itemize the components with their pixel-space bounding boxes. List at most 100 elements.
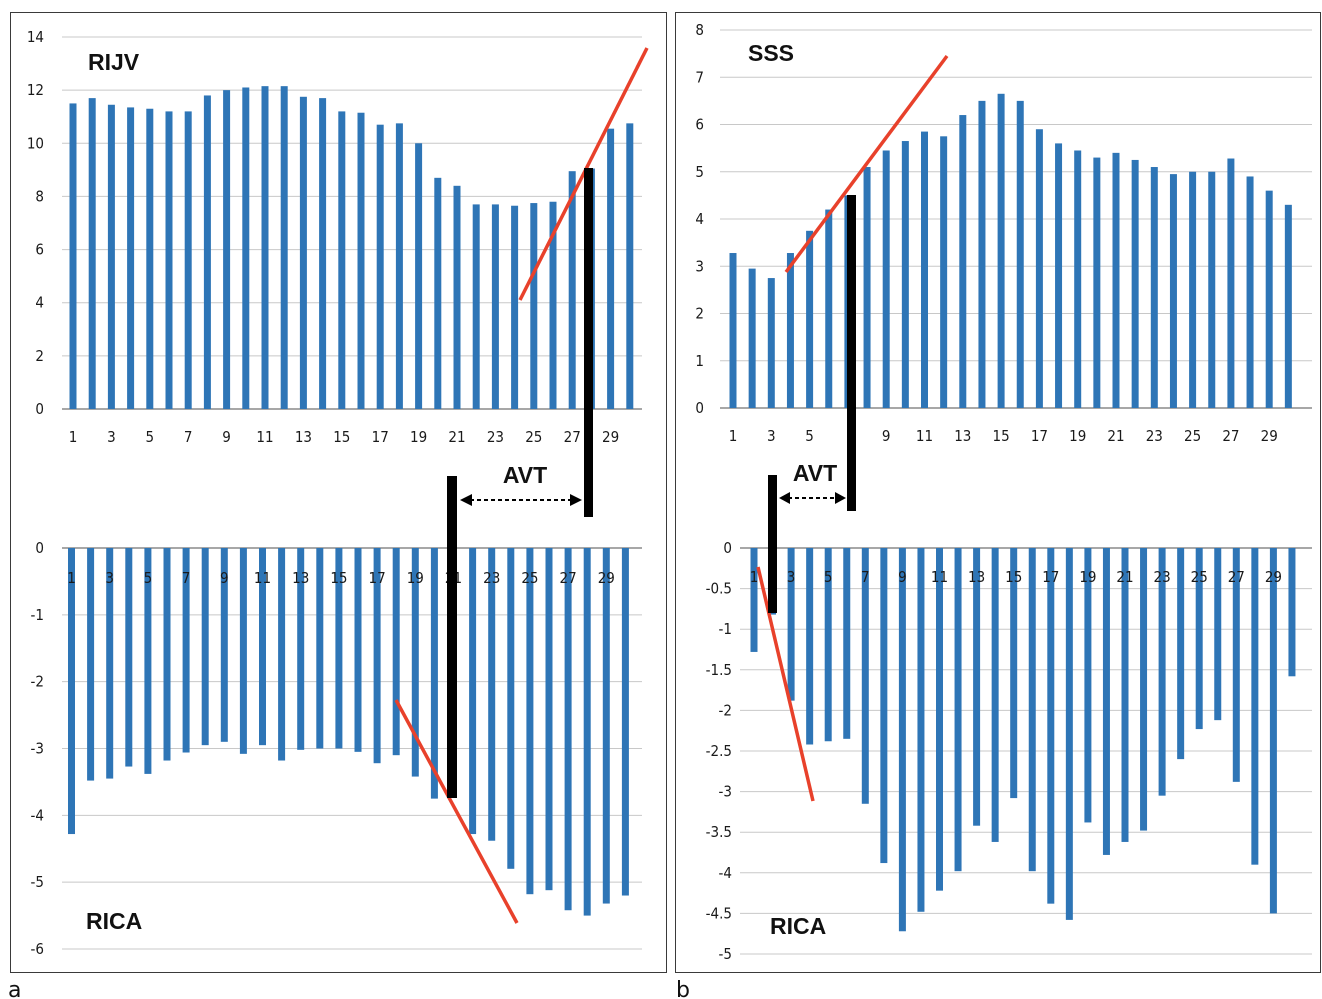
x-tick-label: 5 — [146, 428, 155, 446]
bar — [1232, 548, 1240, 782]
y-tick-label: 10 — [27, 134, 44, 152]
bar — [376, 124, 384, 409]
y-tick-label: -2.5 — [706, 742, 732, 760]
bar — [729, 253, 737, 408]
bar — [750, 548, 758, 652]
bar — [1214, 548, 1222, 721]
panel-b-frame — [675, 12, 1321, 973]
bar — [997, 93, 1005, 408]
bar — [87, 548, 95, 781]
x-tick-label: 25 — [1191, 568, 1208, 586]
y-tick-label: 0 — [695, 399, 704, 417]
y-tick-label: -4 — [719, 864, 732, 882]
bar — [607, 128, 615, 409]
bar — [354, 548, 362, 752]
bar — [1140, 548, 1148, 831]
bar — [223, 90, 231, 410]
bar — [880, 548, 888, 864]
bar — [242, 87, 250, 409]
bar — [1265, 190, 1273, 408]
x-tick-label: 3 — [767, 427, 776, 445]
y-tick-label: -3.5 — [706, 823, 732, 841]
y-tick-label: 14 — [27, 28, 44, 46]
bar — [954, 548, 962, 872]
bar — [1047, 548, 1055, 904]
x-tick-label: 9 — [898, 568, 907, 586]
x-tick-label: 7 — [861, 568, 870, 586]
bar — [1121, 548, 1129, 842]
y-tick-label: -2 — [719, 701, 732, 719]
y-tick-label: -0.5 — [706, 580, 732, 598]
bar — [1010, 548, 1018, 799]
y-tick-label: 5 — [695, 163, 704, 181]
bar — [1102, 548, 1110, 855]
bar — [1084, 548, 1092, 823]
x-tick-label: 27 — [1228, 568, 1245, 586]
panel-a-frame — [10, 12, 667, 973]
rica-b-fit-line — [756, 566, 815, 802]
sss-fit-line — [784, 54, 949, 274]
y-tick-label: 4 — [35, 294, 44, 312]
bar — [1189, 171, 1197, 408]
bar — [488, 548, 496, 841]
y-tick-label: 1 — [695, 352, 704, 370]
bar — [825, 209, 833, 408]
x-tick-label: 7 — [182, 569, 191, 587]
bar — [978, 100, 986, 408]
x-tick-label: 17 — [369, 569, 386, 587]
bar — [88, 98, 96, 409]
x-tick-label: 27 — [560, 569, 577, 587]
x-tick-label: 5 — [805, 427, 814, 445]
bar — [338, 111, 346, 410]
x-tick-label: 25 — [1184, 427, 1201, 445]
bar — [259, 548, 266, 746]
y-tick-label: 6 — [695, 116, 704, 134]
bar — [767, 278, 775, 408]
bar — [280, 86, 288, 410]
chart-title: RICA — [770, 913, 826, 939]
bar — [863, 167, 871, 408]
y-tick-label: 0 — [35, 400, 44, 418]
bar — [299, 96, 307, 410]
bar — [806, 230, 814, 408]
bar — [564, 548, 572, 911]
avt-marker-rica-b — [768, 475, 777, 613]
bar — [921, 131, 928, 408]
bar — [146, 108, 154, 409]
x-tick-label: 27 — [564, 428, 581, 446]
bar — [545, 548, 553, 891]
y-tick-label: -3 — [719, 783, 732, 801]
x-tick-label: 13 — [968, 568, 985, 586]
bar — [901, 141, 909, 408]
bar — [357, 112, 365, 409]
bar — [125, 548, 133, 767]
x-tick-label: 9 — [220, 569, 229, 587]
rica-chart-b: 0-0.5-1-1.5-2-2.5-3-3.5-4-4.5-51 3 5 7 9 11 13… — [706, 539, 1312, 963]
bar — [1035, 129, 1043, 408]
bar — [626, 123, 634, 409]
bar — [469, 548, 477, 835]
bar — [1065, 548, 1073, 920]
x-tick-label: 1 — [750, 568, 759, 586]
x-tick-label: 9 — [222, 428, 231, 446]
bar — [1055, 143, 1063, 408]
x-tick-label: 1 — [69, 428, 78, 446]
y-tick-label: -4.5 — [706, 904, 732, 922]
bar — [959, 115, 967, 409]
bar — [69, 103, 77, 409]
bar — [602, 548, 610, 904]
x-tick-label: 11 — [254, 569, 271, 587]
bar — [583, 548, 591, 916]
bar — [453, 185, 461, 409]
avt-label-a: AVT — [503, 462, 547, 488]
rijv-fit-line — [518, 47, 649, 301]
y-tick-label: 2 — [35, 347, 44, 365]
x-tick-label: 7 — [184, 428, 193, 446]
x-tick-label: 11 — [916, 427, 933, 445]
y-tick-label: -2 — [31, 673, 44, 691]
bar — [220, 548, 228, 742]
x-tick-label: 3 — [105, 569, 114, 587]
bar — [843, 548, 851, 739]
x-tick-label: 13 — [292, 569, 309, 587]
